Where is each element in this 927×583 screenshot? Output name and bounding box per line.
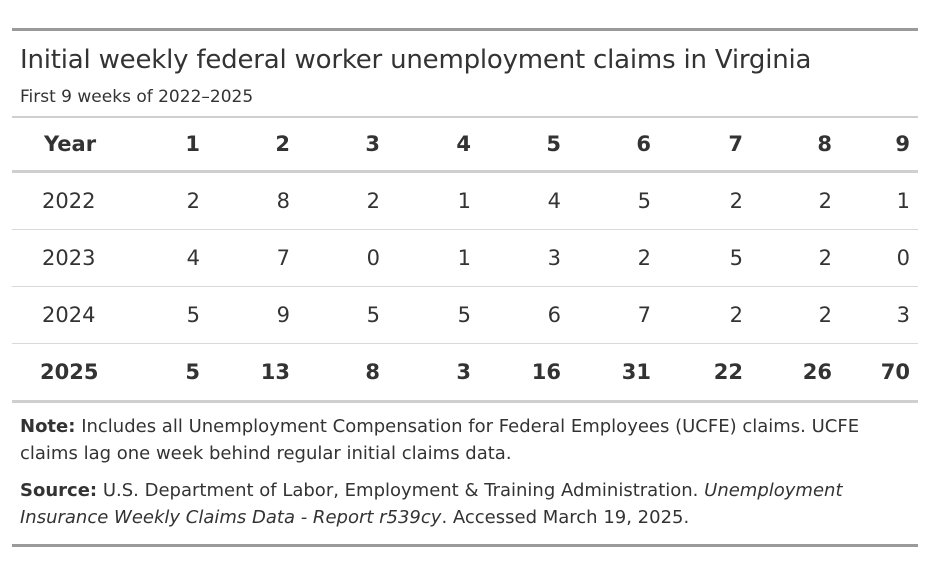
table-cell: 5 — [561, 171, 651, 230]
table-cell: 2 — [743, 229, 832, 287]
table-subtitle: First 9 weeks of 2022–2025 — [20, 87, 254, 107]
header-week-7: 7 — [728, 132, 743, 156]
table-cell: 1 — [380, 171, 471, 230]
table-cell: 2 — [743, 286, 832, 344]
table-title: Initial weekly federal worker unemployme… — [20, 45, 812, 75]
header-week-3: 3 — [365, 132, 380, 156]
header-week-9: 9 — [895, 132, 910, 156]
table-notes: Note: Includes all Unemployment Compensa… — [12, 403, 918, 531]
row-year: 2023 — [12, 229, 140, 287]
table-cell: 16 — [471, 343, 561, 403]
note-label: Note: — [20, 416, 76, 437]
table-cell: 4 — [471, 171, 561, 230]
source-accessed: . Accessed March 19, 2025. — [441, 507, 690, 528]
source-text: U.S. Department of Labor, Employment & T… — [102, 480, 699, 501]
table-cell: 26 — [743, 343, 832, 403]
table-cell: 31 — [561, 343, 651, 403]
table-cell: 5 — [140, 286, 200, 344]
table-cell: 2 — [140, 171, 200, 230]
table-cell: 13 — [200, 343, 290, 403]
table-cell: 9 — [200, 286, 290, 344]
header-week-8: 8 — [817, 132, 832, 156]
row-year: 2024 — [12, 286, 140, 344]
table-cell: 2 — [651, 171, 743, 230]
table-cell: 5 — [651, 229, 743, 287]
table-cell: 3 — [471, 229, 561, 287]
table-cell: 7 — [561, 286, 651, 344]
table-header-row: Year 1 2 3 4 5 6 7 8 9 — [12, 117, 918, 172]
header-year: Year — [44, 132, 97, 156]
source-report-title: Unemployment Insurance Weekly Claims Dat… — [20, 480, 843, 528]
table-cell: 3 — [380, 343, 471, 403]
table-row: 2024 5 9 5 5 6 7 2 2 3 — [12, 286, 918, 344]
note-paragraph: Note: Includes all Unemployment Compensa… — [20, 413, 898, 467]
row-year: 2022 — [12, 171, 140, 230]
header-week-2: 2 — [275, 132, 290, 156]
table-cell: 5 — [380, 286, 471, 344]
table-row-highlight: 2025 5 13 8 3 16 31 22 26 70 — [12, 343, 918, 403]
table-cell: 6 — [471, 286, 561, 344]
table-cell: 22 — [651, 343, 743, 403]
table-cell: 2 — [651, 286, 743, 344]
table-cell: 70 — [832, 343, 918, 403]
header-week-5: 5 — [546, 132, 561, 156]
note-text: Includes all Unemployment Compensation f… — [20, 416, 860, 464]
table-cell: 1 — [380, 229, 471, 287]
table-cell: 5 — [140, 343, 200, 403]
table-cell: 2 — [743, 171, 832, 230]
header-week-4: 4 — [456, 132, 471, 156]
claims-table-figure: Initial weekly federal worker unemployme… — [12, 28, 918, 547]
table-cell: 1 — [832, 171, 918, 230]
table-cell: 5 — [290, 286, 380, 344]
table-row: 2023 4 7 0 1 3 2 5 2 0 — [12, 229, 918, 287]
table-row: 2022 2 8 2 1 4 5 2 2 1 — [12, 171, 918, 230]
source-paragraph: Source: U.S. Department of Labor, Employ… — [20, 477, 898, 531]
source-label: Source: — [20, 480, 98, 501]
table-cell: 0 — [832, 229, 918, 287]
header-week-6: 6 — [636, 132, 651, 156]
table-cell: 7 — [200, 229, 290, 287]
table-cell: 4 — [140, 229, 200, 287]
row-year: 2025 — [12, 343, 140, 403]
claims-table: Year 1 2 3 4 5 6 7 8 9 2022 2 8 2 1 4 5 — [12, 116, 918, 403]
table-cell: 2 — [290, 171, 380, 230]
table-cell: 8 — [290, 343, 380, 403]
header-week-1: 1 — [185, 132, 200, 156]
bottom-divider — [12, 544, 918, 547]
table-cell: 8 — [200, 171, 290, 230]
table-cell: 2 — [561, 229, 651, 287]
table-cell: 3 — [832, 286, 918, 344]
table-cell: 0 — [290, 229, 380, 287]
